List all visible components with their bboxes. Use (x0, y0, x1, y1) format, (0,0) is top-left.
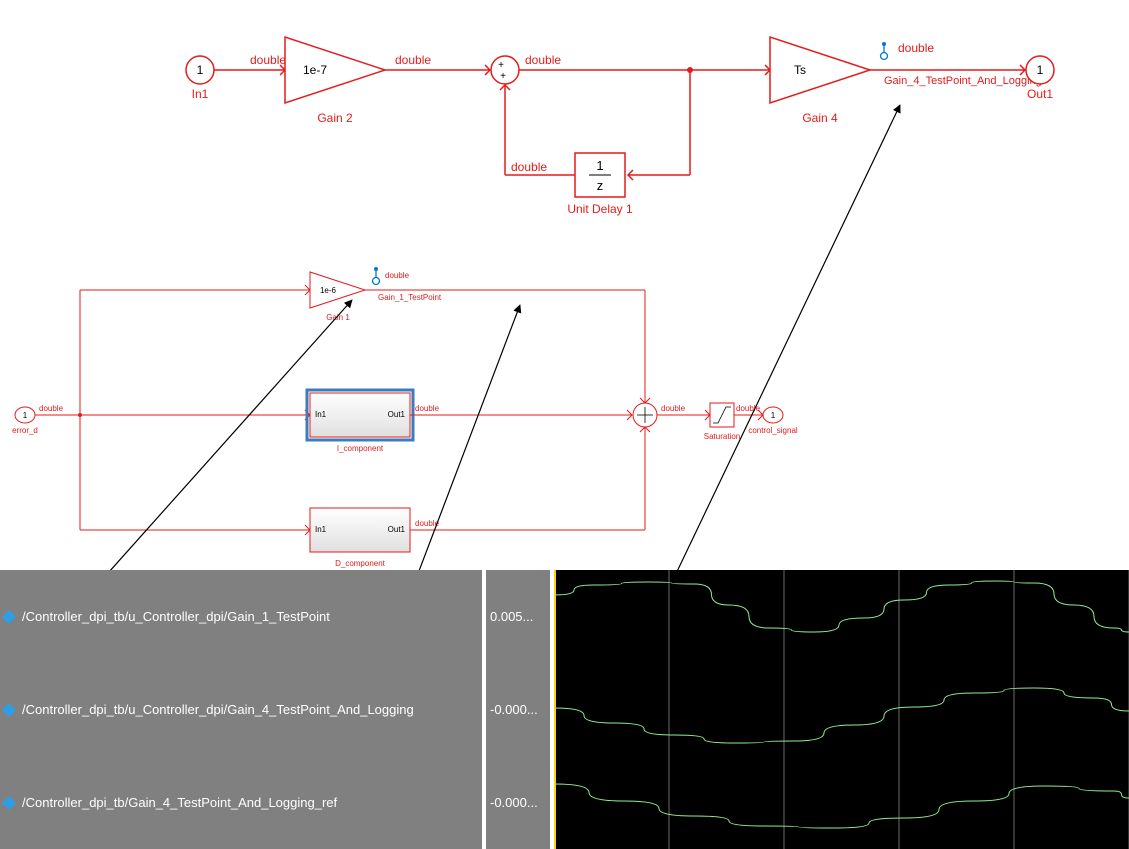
svg-text:error_d: error_d (12, 426, 38, 435)
svg-text:double: double (39, 404, 64, 413)
signal-value: 0.005... (486, 570, 550, 663)
svg-text:z: z (597, 178, 604, 193)
svg-text:Out1: Out1 (1027, 87, 1053, 101)
svg-text:1: 1 (1037, 63, 1044, 77)
signal-row[interactable]: /Controller_dpi_tb/u_Controller_dpi/Gain… (0, 663, 482, 756)
svg-text:double: double (415, 404, 440, 413)
svg-text:double: double (385, 271, 410, 280)
svg-text:In1: In1 (315, 410, 327, 419)
svg-text:In1: In1 (192, 87, 209, 101)
svg-text:double: double (736, 404, 761, 413)
svg-text:double: double (661, 404, 686, 413)
top-diagram: 1 In1 double 1e-7 Gain 2 double ++ double Ts Gain… (0, 0, 1129, 220)
signal-row[interactable]: /Controller_dpi_tb/Gain_4_TestPoint_And_… (0, 756, 482, 849)
svg-text:Ts: Ts (794, 63, 806, 77)
svg-text:1: 1 (771, 411, 776, 420)
signal-diamond-icon (2, 796, 16, 810)
svg-text:Saturation: Saturation (704, 432, 740, 441)
svg-text:I_component: I_component (337, 444, 384, 453)
svg-text:1: 1 (596, 158, 603, 173)
svg-text:double: double (511, 160, 547, 174)
svg-text:Gain_4_TestPoint_And_Logging: Gain_4_TestPoint_And_Logging (884, 75, 1042, 87)
svg-text:Gain 2: Gain 2 (317, 111, 353, 125)
svg-text:+: + (500, 71, 506, 82)
waveform-panel[interactable] (554, 570, 1129, 849)
svg-text:1e-6: 1e-6 (320, 286, 337, 295)
svg-text:D_component: D_component (335, 559, 386, 568)
signal-value-column: 0.005... -0.000... -0.000... (486, 570, 550, 849)
waveform-canvas (554, 570, 1129, 849)
signal-value: -0.000... (486, 756, 550, 849)
svg-text:Gain 1: Gain 1 (326, 313, 350, 322)
svg-text:control_signal: control_signal (748, 426, 798, 435)
svg-text:Out1: Out1 (388, 410, 406, 419)
signal-diamond-icon (2, 610, 16, 624)
signal-path-label: /Controller_dpi_tb/u_Controller_dpi/Gain… (22, 609, 330, 624)
svg-text:Gain_1_TestPoint: Gain_1_TestPoint (378, 293, 442, 302)
svg-text:+: + (498, 60, 504, 71)
svg-text:double: double (415, 519, 440, 528)
svg-text:Out1: Out1 (388, 525, 406, 534)
svg-text:double: double (898, 41, 934, 55)
svg-text:double: double (395, 53, 431, 67)
signal-list-panel: /Controller_dpi_tb/u_Controller_dpi/Gain… (0, 570, 482, 849)
svg-text:double: double (250, 53, 286, 67)
svg-text:1e-7: 1e-7 (303, 63, 327, 77)
signal-diamond-icon (2, 703, 16, 717)
signal-path-label: /Controller_dpi_tb/Gain_4_TestPoint_And_… (22, 795, 337, 810)
signal-row[interactable]: /Controller_dpi_tb/u_Controller_dpi/Gain… (0, 570, 482, 663)
svg-text:1: 1 (197, 63, 204, 77)
svg-text:1: 1 (23, 411, 28, 420)
svg-text:double: double (525, 53, 561, 67)
signal-value: -0.000... (486, 663, 550, 756)
svg-text:In1: In1 (315, 525, 327, 534)
svg-text:Unit Delay 1: Unit Delay 1 (567, 202, 633, 216)
svg-text:Gain 4: Gain 4 (802, 111, 838, 125)
mid-diagram: 1error_ddouble1e-6Gain 1doubleGain_1_Tes… (0, 220, 1129, 570)
signal-path-label: /Controller_dpi_tb/u_Controller_dpi/Gain… (22, 702, 414, 717)
